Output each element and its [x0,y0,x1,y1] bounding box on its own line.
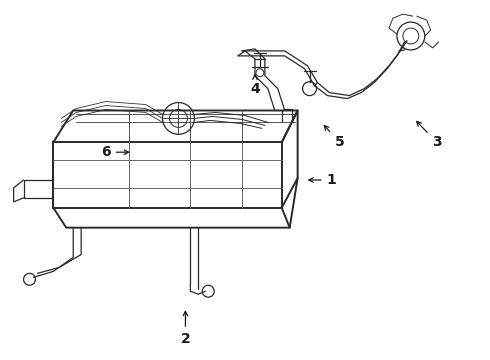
Text: 2: 2 [180,311,190,346]
Text: 3: 3 [416,121,441,149]
Text: 4: 4 [250,75,260,96]
Text: 5: 5 [324,126,344,149]
Text: 1: 1 [309,173,336,187]
Text: 6: 6 [101,145,128,159]
